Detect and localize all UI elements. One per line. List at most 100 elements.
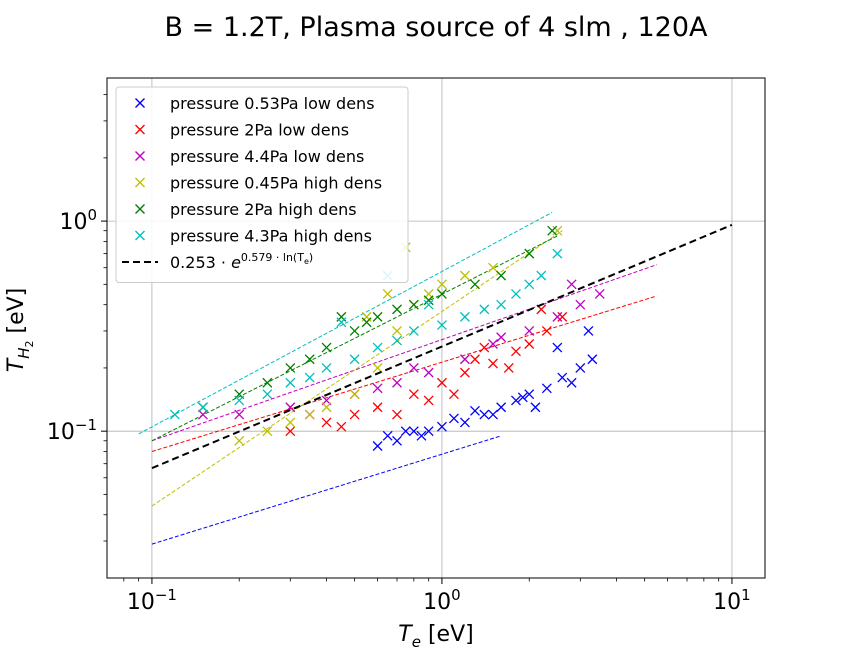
- plot-frame: [106, 77, 766, 579]
- data-point: [459, 270, 470, 281]
- data-point: [408, 389, 419, 400]
- data-point: [517, 392, 528, 403]
- data-point: [234, 435, 245, 446]
- legend-label: pressure 2Pa high dens: [170, 200, 357, 219]
- data-point: [285, 362, 296, 373]
- data-point: [372, 362, 383, 373]
- data-point: [382, 288, 393, 299]
- data-point: [285, 417, 296, 428]
- data-point: [372, 402, 383, 413]
- fit-line: [151, 223, 733, 470]
- data-point: [169, 409, 180, 420]
- data-point: [392, 325, 402, 336]
- legend-label: pressure 0.45Pa high dens: [170, 174, 382, 193]
- data-point: [583, 325, 594, 336]
- data-point: [372, 441, 383, 451]
- data-point: [400, 426, 411, 437]
- y-tick-label: 10−1: [47, 416, 97, 445]
- data-point: [304, 354, 315, 365]
- data-point: [198, 409, 208, 420]
- trend-line: [151, 435, 502, 545]
- data-point: [524, 389, 535, 400]
- data-point: [349, 325, 360, 336]
- data-point: [524, 248, 535, 259]
- data-point: [349, 354, 360, 365]
- data-point: [488, 262, 498, 273]
- legend-fit-label: 0.253 · e0.579 · ln(Te): [170, 251, 313, 272]
- legend-marker: [135, 177, 145, 188]
- data-point: [321, 417, 332, 428]
- data-point: [285, 426, 296, 437]
- chart-title: B = 1.2T, Plasma source of 4 slm , 120A: [165, 12, 708, 43]
- data-point: [511, 288, 521, 299]
- data-point: [459, 417, 470, 428]
- x-axis-label: Te [eV]: [398, 622, 473, 650]
- data-point: [575, 362, 586, 373]
- trend-line: [138, 211, 553, 435]
- data-point: [423, 299, 434, 310]
- y-tick-label: 100: [59, 206, 97, 235]
- fit-line: [151, 223, 733, 470]
- data-point: [479, 409, 490, 420]
- data-point: [262, 377, 273, 388]
- data-point: [408, 426, 419, 437]
- data-point: [423, 426, 434, 437]
- data-point: [524, 339, 535, 349]
- data-point: [541, 383, 552, 394]
- y-axis-label: TH2 [eV]: [4, 288, 36, 372]
- data-point: [436, 279, 447, 290]
- data-point: [448, 413, 459, 424]
- data-point: [285, 402, 296, 413]
- data-point: [448, 389, 459, 400]
- legend-marker: [135, 151, 145, 161]
- data-point: [392, 409, 402, 420]
- data-point: [530, 402, 541, 413]
- data-point: [488, 358, 498, 369]
- data-point: [361, 317, 372, 328]
- data-point: [423, 395, 434, 406]
- data-point: [552, 342, 563, 353]
- data-point: [496, 270, 507, 281]
- x-tick-label: 100: [423, 586, 461, 615]
- data-point: [557, 372, 568, 383]
- data-point: [488, 409, 498, 420]
- data-point: [436, 421, 447, 432]
- data-point: [436, 377, 447, 388]
- data-point: [524, 279, 535, 290]
- data-point: [392, 377, 402, 388]
- data-point: [198, 402, 208, 413]
- data-point: [566, 279, 577, 290]
- legend-label: pressure 4.3Pa high dens: [170, 227, 372, 246]
- data-point: [511, 346, 521, 357]
- data-point: [349, 409, 360, 420]
- data-point: [566, 377, 577, 388]
- legend-box: [115, 86, 409, 283]
- legend-marker: [135, 204, 145, 214]
- data-point: [470, 405, 480, 416]
- x-axis-ticks: 10−1 100 101: [123, 578, 751, 615]
- data-point: [234, 409, 245, 420]
- data-point: [372, 342, 383, 353]
- legend-label: pressure 2Pa low dens: [170, 121, 349, 140]
- data-point: [557, 311, 568, 322]
- data-point: [423, 367, 434, 378]
- trend-line: [151, 264, 657, 442]
- data-point: [459, 354, 470, 365]
- data-point: [392, 335, 402, 346]
- legend-label: pressure 0.53Pa low dens: [170, 94, 375, 113]
- data-point: [349, 389, 360, 400]
- data-point: [552, 248, 563, 259]
- data-point: [262, 426, 273, 437]
- legend-marker: [135, 230, 145, 241]
- data-point: [524, 325, 535, 336]
- data-point: [470, 279, 480, 290]
- data-point: [372, 383, 383, 394]
- data-point: [436, 288, 447, 299]
- data-point: [436, 320, 447, 331]
- data-point: [321, 342, 332, 353]
- data-point: [392, 435, 402, 446]
- data-point: [336, 317, 347, 328]
- data-point: [321, 402, 332, 413]
- data-point: [496, 402, 507, 413]
